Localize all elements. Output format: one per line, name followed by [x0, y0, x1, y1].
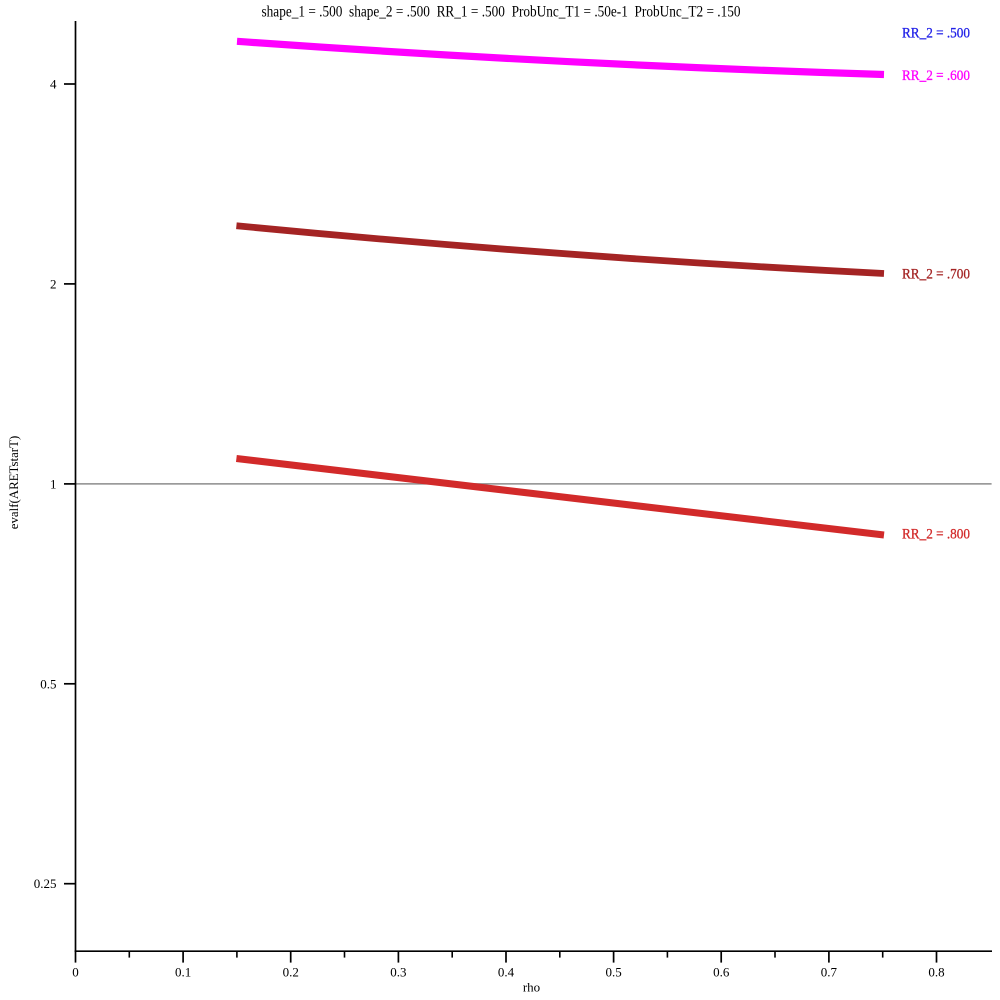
svg-text:0.3: 0.3	[390, 964, 406, 979]
svg-text:RR_2 = .800: RR_2 = .800	[902, 527, 970, 543]
svg-text:0.4: 0.4	[498, 964, 515, 979]
svg-text:0.6: 0.6	[713, 964, 730, 979]
svg-text:0.5: 0.5	[40, 676, 56, 691]
svg-text:RR_2 = .700: RR_2 = .700	[902, 267, 970, 283]
svg-text:2: 2	[50, 276, 57, 291]
svg-text:0.1: 0.1	[175, 964, 191, 979]
svg-text:4: 4	[50, 77, 57, 92]
svg-text:0: 0	[72, 964, 79, 979]
svg-text:evalf(ARETstarT): evalf(ARETstarT)	[6, 436, 21, 530]
svg-text:0.8: 0.8	[928, 964, 944, 979]
svg-text:0.25: 0.25	[34, 876, 57, 891]
svg-text:0.5: 0.5	[605, 964, 621, 979]
svg-text:0.7: 0.7	[821, 964, 838, 979]
svg-text:rho: rho	[523, 980, 540, 995]
svg-text:shape_1 = .500 shape_2 = .500: shape_1 = .500 shape_2 = .500 RR_1 = .50…	[262, 4, 741, 21]
svg-text:1: 1	[50, 476, 57, 491]
svg-text:RR_2 = .600: RR_2 = .600	[902, 68, 970, 84]
svg-text:RR_2 = .500: RR_2 = .500	[902, 26, 970, 42]
svg-text:0.2: 0.2	[283, 964, 299, 979]
